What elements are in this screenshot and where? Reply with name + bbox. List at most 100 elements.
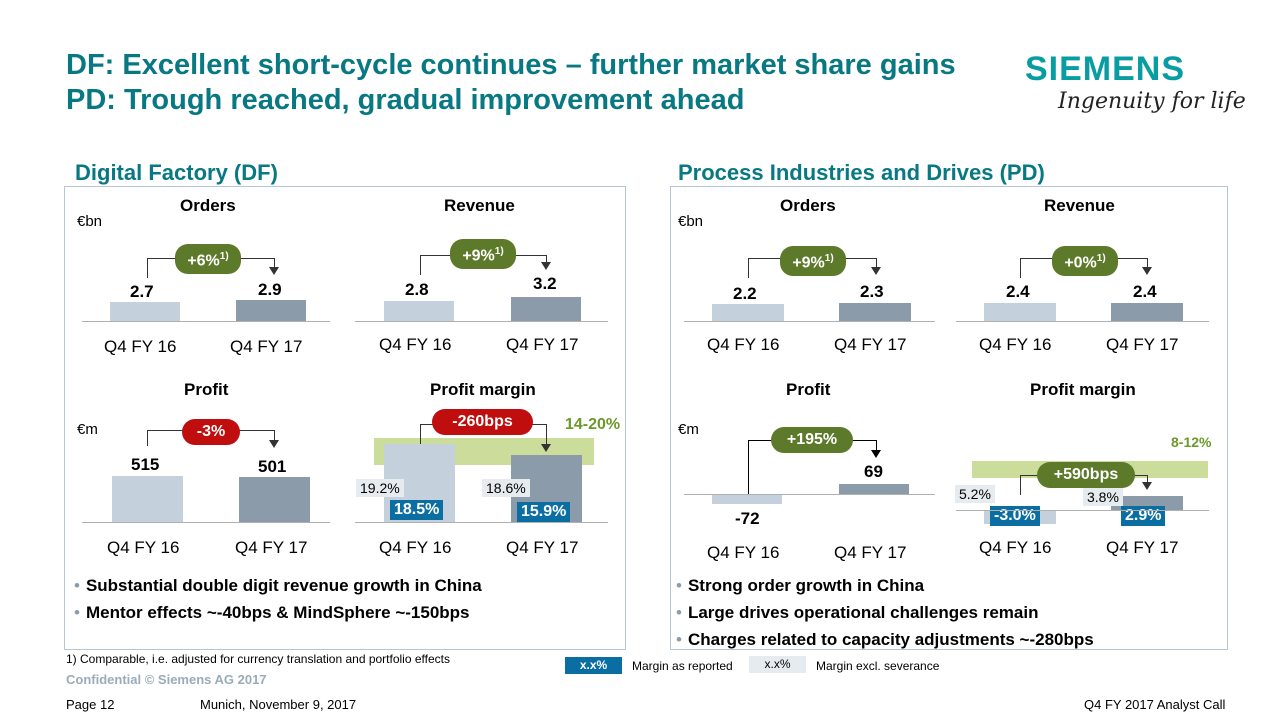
siemens-logo: SIEMENS: [1025, 50, 1186, 88]
df-panel: [64, 186, 626, 650]
arrow-down-icon: [541, 444, 551, 452]
pd-orders-change-badge: +9%1): [780, 246, 846, 277]
df-margin-target-label: 14-20%: [565, 416, 621, 433]
pd-panel: [670, 186, 1228, 650]
pd-profit-title: Profit: [786, 380, 831, 399]
pd-profit-q16-bar: [712, 494, 782, 504]
legend-excl-box: x.x%: [749, 656, 806, 673]
arrow-down-icon: [269, 267, 279, 275]
df-orders-baseline: [82, 321, 330, 322]
pd-profit-q17-bar: [839, 484, 909, 494]
footer-location-date: Munich, November 9, 2017: [200, 697, 357, 712]
pd-profit-baseline: [684, 494, 935, 495]
df-revenue-title: Revenue: [444, 196, 515, 215]
confidential-notice: Confidential © Siemens AG 2017: [66, 672, 267, 687]
arrow-down-icon: [871, 267, 881, 275]
legend-excl-text: Margin excl. severance: [816, 659, 940, 673]
df-bullet-list: • Substantial double digit revenue growth…: [74, 572, 482, 626]
df-bullet-item: • Substantial double digit revenue growth…: [74, 576, 482, 595]
df-margin-bracket-left: [420, 424, 421, 444]
df-orders-q16-bar: [110, 302, 180, 321]
footer-event: Q4 FY 2017 Analyst Call: [1084, 697, 1226, 712]
df-orders-q17-value: 2.9: [258, 280, 282, 299]
df-orders-title: Orders: [180, 196, 236, 215]
pd-revenue-bracket-left: [1020, 258, 1021, 278]
pd-profit-q17-value: 69: [864, 462, 883, 481]
df-profit-q17-label: Q4 FY 17: [235, 538, 308, 557]
df-revenue-q17-bar: [511, 297, 581, 321]
pd-revenue-q17-bar: [1111, 303, 1183, 321]
pd-orders-q16-bar: [712, 304, 784, 321]
pd-revenue-q16-bar: [984, 303, 1056, 321]
df-margin-q17-reported-label: 15.9%: [517, 502, 571, 522]
pd-margin-change-badge: +590bps: [1037, 462, 1135, 488]
df-orders-q16-value: 2.7: [130, 282, 154, 301]
df-bullet-item: • Mentor effects ~-40bps & MindSphere ~-1…: [74, 603, 470, 622]
df-profit-baseline: [82, 522, 330, 523]
pd-margin-q17-excl-label: 3.8%: [1083, 488, 1123, 506]
pd-section-title: Process Industries and Drives (PD): [678, 160, 1045, 185]
df-margin-q17-label: Q4 FY 17: [506, 538, 579, 557]
arrow-down-icon: [1142, 267, 1152, 275]
df-profit-title: Profit: [184, 380, 229, 399]
pd-margin-title: Profit margin: [1030, 380, 1136, 399]
pd-orders-q17-value: 2.3: [860, 282, 884, 301]
pd-revenue-q16-value: 2.4: [1006, 282, 1030, 301]
pd-orders-q17-label: Q4 FY 17: [834, 335, 907, 354]
pd-profit-q16-value: -72: [735, 509, 760, 528]
df-margin-q16-reported-label: 18.5%: [390, 500, 444, 520]
pd-revenue-q17-label: Q4 FY 17: [1106, 335, 1179, 354]
pd-margin-q17-reported-label: 2.9%: [1121, 506, 1166, 526]
df-profit-q16-label: Q4 FY 16: [107, 538, 180, 557]
pd-profit-change-badge: +195%: [771, 427, 853, 453]
df-revenue-q16-label: Q4 FY 16: [379, 335, 452, 354]
df-revenue-change-badge: +9%1): [450, 239, 516, 270]
df-revenue-q16-bar: [384, 301, 454, 321]
df-unit-bn: €bn: [77, 213, 103, 230]
df-orders-bracket-right: [274, 258, 275, 268]
df-margin-q16-label: Q4 FY 16: [379, 538, 452, 557]
df-orders-q17-bar: [236, 300, 306, 321]
df-profit-bracket-left: [147, 430, 148, 446]
df-margin-bracket-right: [546, 424, 547, 444]
pd-orders-q17-bar: [839, 303, 911, 321]
pd-profit-bracket-left: [748, 440, 749, 494]
df-revenue-q16-value: 2.8: [405, 280, 429, 299]
df-orders-q16-label: Q4 FY 16: [104, 337, 177, 356]
pd-unit-m: €m: [678, 421, 699, 438]
pd-revenue-title: Revenue: [1044, 196, 1115, 215]
df-revenue-bracket-right: [546, 255, 547, 262]
logo-tagline: Ingenuity for life: [1058, 89, 1246, 114]
pd-bullet-item: • Large drives operational challenges rem…: [676, 603, 1039, 622]
pd-profit-bracket-right: [876, 440, 877, 450]
pd-revenue-q17-value: 2.4: [1133, 282, 1157, 301]
legend-reported-text: Margin as reported: [632, 659, 733, 673]
pd-margin-q16-label: Q4 FY 16: [979, 538, 1052, 557]
df-profit-change-badge: -3%: [182, 419, 240, 445]
arrow-down-icon: [269, 440, 279, 448]
df-margin-q16-excl-label: 19.2%: [356, 479, 404, 497]
pd-orders-bracket-right: [876, 258, 877, 268]
pd-margin-q16-reported-label: -3.0%: [990, 506, 1040, 526]
footer-page: Page 12: [66, 697, 115, 712]
df-revenue-q17-label: Q4 FY 17: [506, 335, 579, 354]
df-section-title: Digital Factory (DF): [75, 160, 278, 185]
pd-orders-title: Orders: [780, 196, 836, 215]
pd-orders-q16-label: Q4 FY 16: [707, 335, 780, 354]
df-orders-bracket-left: [147, 258, 148, 278]
pd-margin-q17-label: Q4 FY 17: [1106, 538, 1179, 557]
pd-bullet-item: • Charges related to capacity adjustments…: [676, 630, 1094, 649]
pd-margin-bracket-left: [1020, 475, 1021, 495]
pd-revenue-change-badge: +0%1): [1052, 246, 1118, 277]
pd-margin-q16-excl-label: 5.2%: [955, 485, 995, 503]
df-profit-q16-bar: [112, 476, 183, 522]
slide-title-line1: DF: Excellent short-cycle continues – fu…: [66, 49, 956, 81]
df-revenue-baseline: [355, 321, 608, 322]
pd-orders-baseline: [684, 321, 935, 322]
df-margin-baseline: [355, 522, 608, 523]
df-orders-q17-label: Q4 FY 17: [230, 337, 303, 356]
pd-margin-baseline: [956, 510, 1209, 511]
df-profit-bracket-right: [274, 430, 275, 440]
pd-revenue-bracket-right: [1147, 258, 1148, 268]
arrow-down-icon: [541, 262, 551, 270]
